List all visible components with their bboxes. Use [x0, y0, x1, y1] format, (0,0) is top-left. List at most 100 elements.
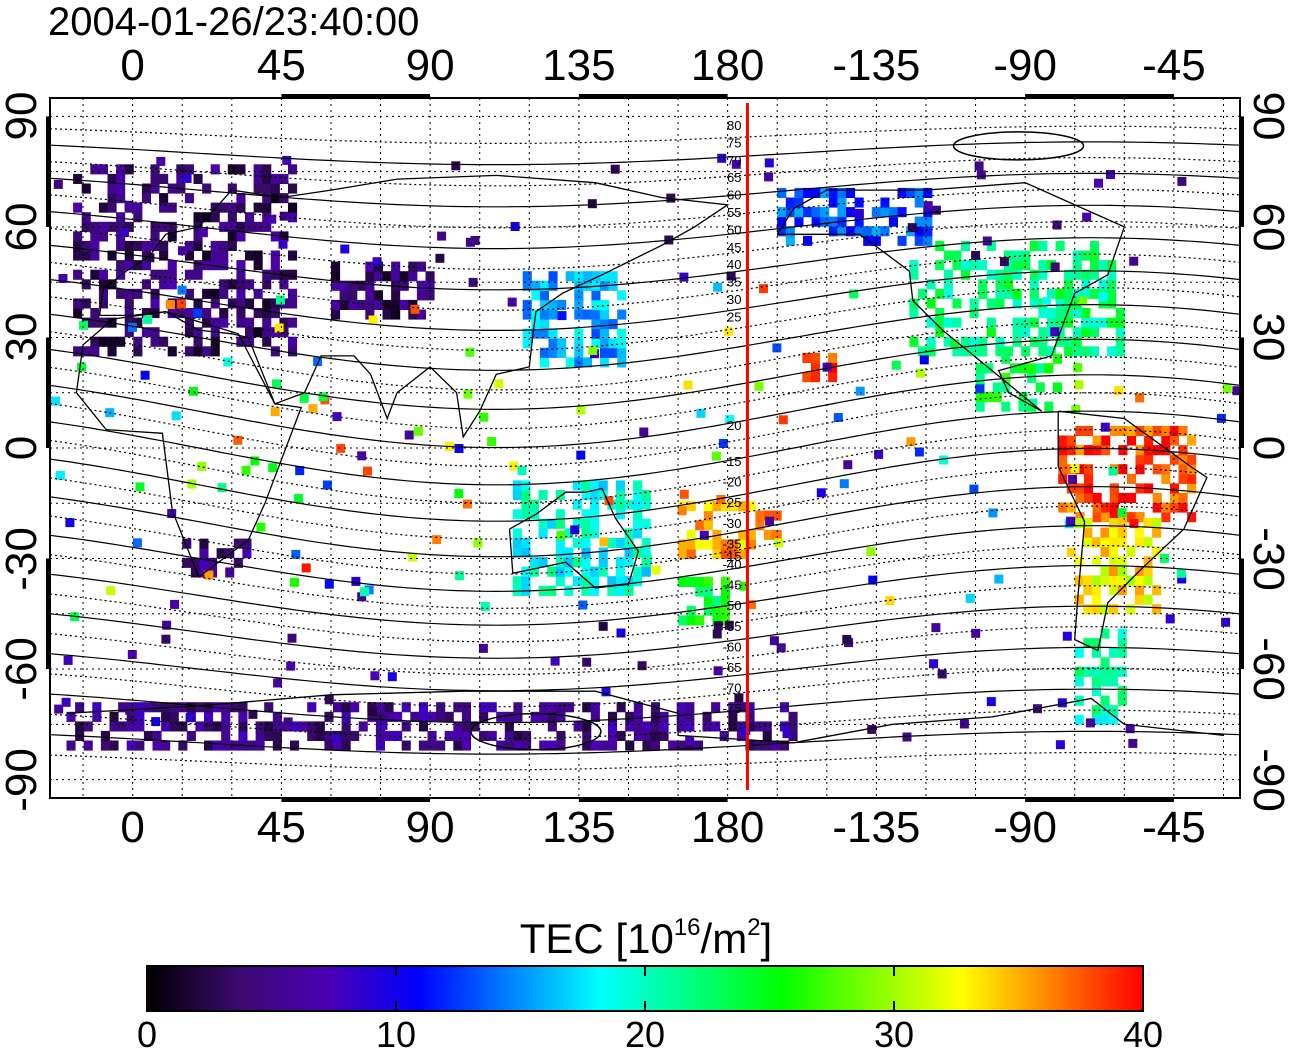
tec-cell [150, 240, 160, 251]
tec-cell [531, 280, 541, 291]
tec-cell [238, 702, 248, 713]
tec-cell [372, 257, 382, 267]
magnetic-latitude-label: -50 [723, 598, 742, 613]
tec-cell [150, 336, 160, 347]
tec-cell [772, 510, 782, 521]
tec-cell [522, 271, 532, 282]
tec-cell [90, 250, 100, 261]
tec-cell [227, 240, 237, 251]
tec-cell [233, 557, 243, 568]
tec-cell [992, 392, 1002, 403]
tec-cell [521, 566, 531, 577]
tec-cell [262, 327, 272, 338]
tec-cell [1115, 308, 1125, 319]
tec-cell [1117, 537, 1127, 548]
tec-cell [1178, 425, 1188, 436]
magnetic-contour [50, 565, 1240, 626]
tec-cell [935, 308, 945, 319]
tec-cell [1144, 454, 1154, 465]
tec-cell [410, 711, 420, 722]
tec-cell [124, 240, 134, 251]
tec-cell [1125, 724, 1135, 734]
tec-cell [539, 711, 549, 722]
tec-cell [1064, 346, 1074, 357]
tec-cell [1027, 372, 1037, 383]
tec-cell [264, 721, 274, 732]
tec-cell [1100, 422, 1110, 432]
tec-cell [1012, 269, 1022, 280]
tec-cell [98, 336, 108, 347]
tec-cell [822, 362, 832, 372]
right-latitude-label: -60 [1244, 637, 1292, 701]
tec-cell [637, 661, 647, 671]
magnetic-latitude-label: -15 [723, 454, 742, 469]
tec-cell [1117, 647, 1127, 658]
tec-cell [107, 346, 117, 357]
tec-cell [159, 202, 169, 213]
tec-cell [1075, 445, 1085, 456]
tec-cell [391, 290, 401, 301]
tec-cell [290, 577, 299, 587]
tec-cell [522, 328, 532, 339]
tec-cell [210, 346, 220, 357]
tec-cell [615, 480, 625, 491]
tec-cell [1029, 288, 1039, 299]
tec-cell [1115, 336, 1125, 347]
tec-cell [236, 317, 246, 328]
tec-cell [907, 223, 917, 233]
tec-cell [1169, 425, 1179, 436]
tec-cell [608, 280, 618, 291]
tec-cell [600, 357, 610, 368]
tec-cell [107, 336, 117, 347]
tec-cell [275, 295, 285, 305]
tec-cell [1107, 298, 1117, 309]
tec-region-east-asia [522, 271, 627, 368]
colorbar-title-mid: /m [700, 915, 748, 962]
tec-cell [718, 439, 728, 448]
tec-cell [1232, 386, 1240, 396]
map-title: 2004-01-26/23:40:00 [48, 0, 420, 44]
magnetic-contour [50, 709, 1240, 739]
tec-cell [522, 730, 532, 741]
tec-cell [356, 280, 366, 291]
tec-cell [988, 508, 998, 518]
tec-cell [210, 250, 220, 261]
tec-cell [1169, 502, 1179, 513]
tec-cell [1161, 512, 1171, 523]
tec-cell [969, 308, 979, 319]
tec-cell [313, 357, 323, 367]
tec-cell [202, 250, 212, 261]
tec-cell [190, 567, 200, 578]
tec-cell [461, 740, 471, 751]
tec-cell [555, 537, 565, 548]
tec-cell [404, 430, 414, 440]
tec-cell [802, 372, 812, 383]
tec-cell [1089, 240, 1099, 251]
tec-cell [107, 193, 117, 204]
tec-cell [141, 240, 151, 251]
tec-cell [98, 164, 108, 175]
tec-cell [1055, 317, 1065, 328]
tec-cell [223, 357, 233, 367]
tec-cell [616, 702, 626, 713]
tec-cell [923, 201, 933, 211]
tec-cell [729, 539, 739, 550]
tec-cell [219, 240, 229, 251]
magnetic-latitude-label: 45 [727, 240, 741, 255]
tec-cell [755, 520, 765, 531]
colorbar-title-suffix: ] [760, 915, 773, 962]
tec-cell [1018, 392, 1028, 403]
tec-cell [608, 721, 618, 732]
tec-cell [341, 740, 351, 751]
tec-cell [217, 483, 227, 493]
tec-cell [880, 207, 890, 218]
tec-cell [777, 207, 787, 218]
tec-cell [1117, 686, 1127, 697]
tec-cell [227, 183, 237, 194]
tec-cell [81, 250, 91, 261]
tec-cell [1100, 695, 1110, 706]
tec-cell [262, 317, 272, 328]
tec-region-north-america [909, 240, 1125, 357]
tec-cell [83, 721, 93, 732]
tec-cell [837, 226, 847, 237]
